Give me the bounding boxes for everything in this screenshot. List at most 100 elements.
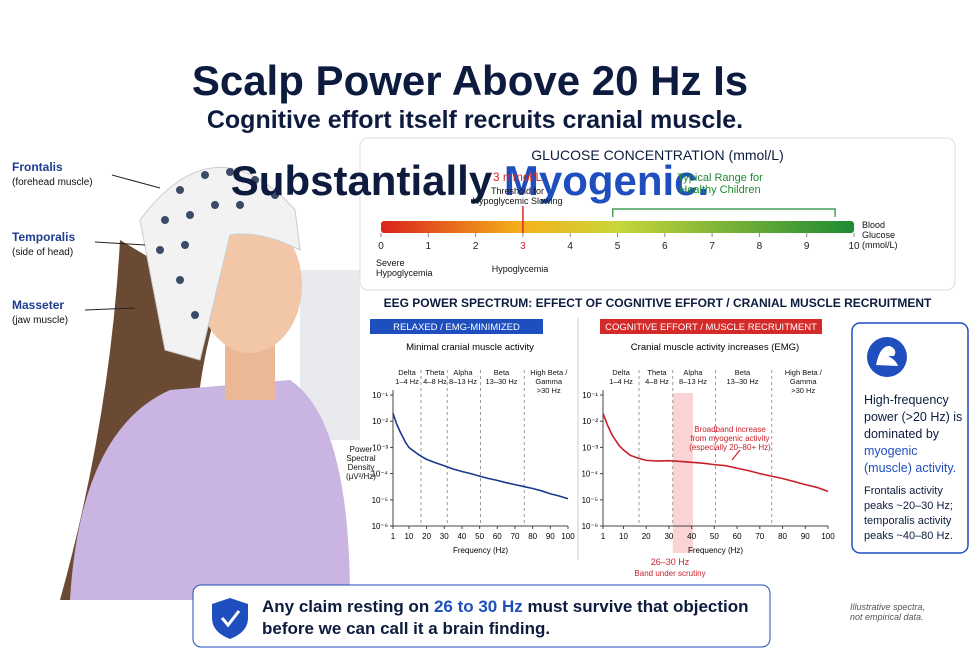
x-tick-label: 50 (475, 532, 484, 541)
badge (370, 319, 543, 334)
x-tick-label: 20 (642, 532, 651, 541)
highlight-label: 26–30 Hz (650, 557, 690, 567)
shield-icon (212, 598, 248, 639)
muscle-desc: (forehead muscle) (12, 177, 93, 188)
highlight-band (672, 393, 693, 553)
x-tick-label: 30 (440, 532, 449, 541)
panel-subtitle: Cranial muscle activity increases (EMG) (631, 342, 799, 353)
x-tick-label: 60 (493, 532, 502, 541)
x-tick-label: 20 (422, 532, 431, 541)
band-label: Beta 13–30 Hz (485, 368, 518, 386)
threshold-title: 3 mmol/L (492, 170, 543, 184)
x-tick-label: 1 (391, 532, 396, 541)
zone-label: Hypoglycemia (491, 264, 549, 274)
x-tick-label: 10 (848, 241, 860, 252)
x-tick-label: 100 (561, 532, 575, 541)
portrait (60, 166, 360, 600)
x-tick-label: 3 (520, 241, 526, 252)
info-highlight: myogenic (muscle) activity. (864, 444, 957, 475)
range-label: Typical Range for Healthy Children (677, 172, 763, 196)
x-tick-label: 10 (404, 532, 413, 541)
claim-highlight: 26 to 30 Hz (433, 597, 523, 616)
y-tick-label: 10⁻⁵ (372, 496, 388, 505)
y-tick-label: 10⁻⁵ (582, 496, 598, 505)
claim-text: Any claim resting on (262, 597, 434, 616)
x-tick-label: 80 (528, 532, 537, 541)
claim-box (192, 584, 771, 648)
x-tick-label: 90 (546, 532, 555, 541)
badge-label: COGNITIVE EFFORT / MUSCLE RECRUITMENT (605, 322, 817, 333)
x-tick-label: 8 (757, 241, 763, 252)
info-text: High-frequency power (>20 Hz) is dominat… (864, 392, 964, 477)
glucose-bar (381, 221, 854, 233)
x-tick-label: 4 (567, 241, 573, 252)
band-label: Delta 1–4 Hz (395, 368, 419, 386)
muscle-name: Masseter (12, 298, 65, 312)
claim: Any claim resting on 26 to 30 Hz must su… (262, 596, 762, 640)
muscle-desc: (jaw muscle) (12, 315, 69, 326)
x-tick-label: 1 (601, 532, 606, 541)
info-box (851, 322, 969, 554)
y-tick-label: 10⁻⁶ (372, 522, 388, 531)
band-label: High Beta / Gamma >30 Hz (530, 368, 568, 395)
x-tick-label: 100 (821, 532, 835, 541)
x-tick-label: 7 (709, 241, 715, 252)
claim-text: must survive that objection before we ca… (262, 597, 749, 638)
spectrum-line (392, 413, 569, 500)
x-tick-label: 1 (426, 241, 432, 252)
x-tick-label: 50 (710, 532, 719, 541)
note: Illustrative spectra, not empirical data… (850, 602, 926, 622)
title: Scalp Power Above 20 Hz Is Substantially… (0, 6, 940, 206)
highlight-caption: Band under scrutiny (634, 569, 706, 578)
x-tick-label: 80 (778, 532, 787, 541)
glucose-panel (359, 137, 956, 291)
x-axis-label: Frequency (Hz) (688, 546, 743, 555)
annotation-arrow (731, 449, 741, 461)
x-tick-label: 5 (615, 241, 621, 252)
x-tick-label: 0 (378, 241, 384, 252)
x-tick-label: 30 (664, 532, 673, 541)
y-tick-label: 10⁻³ (582, 443, 598, 452)
muscle-name: Temporalis (12, 230, 76, 244)
band-label: Alpha 8–13 Hz (449, 368, 477, 386)
band-label: Beta 13–30 Hz (726, 368, 759, 386)
band-label: Theta 4–8 Hz (423, 368, 447, 386)
title-line: Scalp Power Above 20 Hz Is (191, 57, 749, 104)
x-tick-label: 70 (755, 532, 764, 541)
y-tick-label: 10⁻¹ (372, 391, 388, 400)
range-bracket (612, 208, 836, 217)
muscle-name: Frontalis (12, 160, 63, 174)
title-line: Substantially (230, 157, 504, 204)
x-axis-label: Frequency (Hz) (453, 546, 508, 555)
x-tick-label: 10 (619, 532, 628, 541)
y-tick-label: 10⁻⁴ (371, 470, 388, 479)
y-axis-label: Power Spectral Density (μV²/Hz) (346, 445, 376, 481)
spectrum-title: EEG POWER SPECTRUM: EFFECT OF COGNITIVE … (383, 296, 932, 310)
info-detail: Frontalis activity peaks ~20–30 Hz; temp… (864, 485, 953, 542)
badge-label: RELAXED / EMG-MINIMIZED (393, 322, 520, 333)
threshold-label: Threshold for Hypoglycemic Slowing (472, 186, 563, 206)
x-tick-label: 9 (804, 241, 810, 252)
zone-label: Severe Hypoglycemia (376, 258, 433, 278)
subtitle: Cognitive effort itself recruits cranial… (206, 106, 744, 134)
title-highlight: Myogenic. (503, 157, 710, 204)
x-tick-label: 40 (687, 532, 696, 541)
spectrum-line (602, 413, 829, 493)
x-tick-label: 40 (457, 532, 466, 541)
y-tick-label: 10⁻⁴ (581, 470, 598, 479)
band-label: Delta 1–4 Hz (609, 368, 633, 386)
annotation: Broadband increase from myogenic activit… (689, 425, 771, 452)
x-tick-label: 90 (801, 532, 810, 541)
x-tick-label: 60 (733, 532, 742, 541)
y-tick-label: 10⁻³ (372, 443, 388, 452)
y-tick-label: 10⁻¹ (582, 391, 598, 400)
band-label: Theta 4–8 Hz (645, 368, 669, 386)
band-label: High Beta / Gamma >30 Hz (784, 368, 822, 395)
glucose-axis-label: Blood Glucose (mmol/L) (862, 220, 898, 250)
glucose-title: GLUCOSE CONCENTRATION (mmol/L) (531, 147, 784, 163)
band-label: Alpha 8–13 Hz (679, 368, 707, 386)
badge (600, 319, 822, 334)
x-tick-label: 2 (473, 241, 479, 252)
info-main: High-frequency power (>20 Hz) is dominat… (864, 393, 963, 441)
